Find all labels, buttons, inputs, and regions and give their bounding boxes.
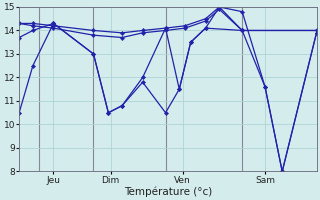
- X-axis label: Température (°c): Température (°c): [124, 186, 212, 197]
